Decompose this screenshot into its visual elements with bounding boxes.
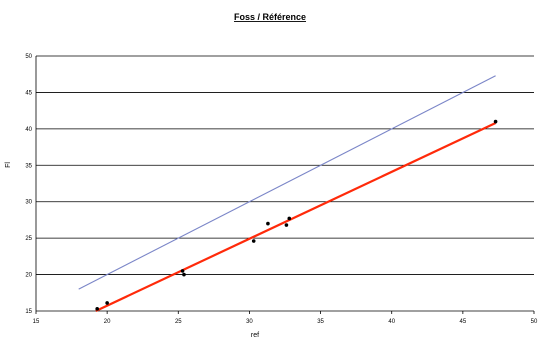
series-line-1: [95, 122, 497, 312]
y-axis-label: Fl: [5, 162, 12, 168]
x-tick-label: 20: [104, 319, 111, 325]
y-tick-label: 50: [25, 54, 32, 60]
x-axis-label: ref: [251, 332, 259, 339]
x-tick-label: 25: [175, 319, 182, 325]
grid-lines: [35, 55, 535, 314]
data-point: [284, 223, 289, 227]
x-tick-label: 40: [388, 319, 395, 325]
data-point: [287, 216, 292, 221]
x-tick-label: 45: [460, 319, 467, 325]
y-tick-label: 15: [25, 309, 32, 315]
x-tick-label: 35: [317, 319, 324, 325]
x-tick-label: 50: [531, 319, 538, 325]
data-point: [180, 269, 185, 273]
y-tick-label: 25: [25, 236, 32, 242]
x-tick-label: 15: [33, 319, 40, 325]
data-point: [95, 307, 99, 311]
y-tick-label: 35: [25, 163, 32, 169]
chart-title: Foss / Référence: [234, 12, 306, 22]
y-tick-label: 20: [25, 273, 32, 279]
series-line-2: [78, 75, 496, 290]
x-tick-label: 30: [246, 319, 253, 325]
y-tick-label: 45: [25, 90, 32, 96]
data-point: [182, 272, 186, 277]
y-tick-label: 30: [25, 200, 32, 206]
data-point: [266, 221, 270, 226]
y-tick-label: 40: [25, 127, 32, 133]
data-point: [251, 239, 256, 243]
tick-labels: 15 20 25 30 35 40 45 50 15 20 25 30 35 40 45 50: [25, 54, 538, 325]
data-point: [493, 119, 498, 124]
chart-series: [78, 75, 498, 312]
data-point: [105, 301, 109, 305]
